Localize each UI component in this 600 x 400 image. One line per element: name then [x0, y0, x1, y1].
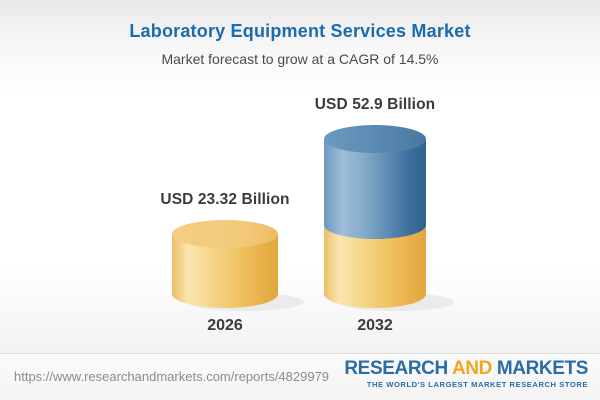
cylinder-bar-chart — [172, 125, 454, 311]
footer-bar: https://www.researchandmarkets.com/repor… — [0, 353, 600, 400]
chart-panel: Laboratory Equipment Services Market Mar… — [0, 0, 600, 353]
bar-2032-category-label: 2032 — [357, 317, 393, 334]
logo-wordmark: RESEARCH AND MARKETS — [344, 359, 588, 378]
bar-2032-value-label: USD 52.9 Billion — [314, 96, 436, 113]
bar-2026-cylinder — [172, 220, 278, 308]
bar-2032-cylinder — [324, 125, 426, 308]
logo-tagline: THE WORLD'S LARGEST MARKET RESEARCH STOR… — [366, 380, 588, 389]
logo-word-research: RESEARCH — [344, 358, 448, 379]
report-url: https://www.researchandmarkets.com/repor… — [14, 369, 330, 384]
logo-word-markets: MARKETS — [496, 358, 589, 379]
bar-2026-value-label: USD 23.32 Billion — [160, 191, 290, 208]
logo-word-and: AND — [451, 358, 492, 379]
chart-subtitle: Market forecast to grow at a CAGR of 14.… — [161, 51, 439, 67]
chart-title: Laboratory Equipment Services Market — [129, 21, 471, 41]
research-and-markets-logo: RESEARCH AND MARKETS THE WORLD'S LARGEST… — [344, 359, 588, 389]
bar-2026-category-label: 2026 — [207, 317, 243, 334]
